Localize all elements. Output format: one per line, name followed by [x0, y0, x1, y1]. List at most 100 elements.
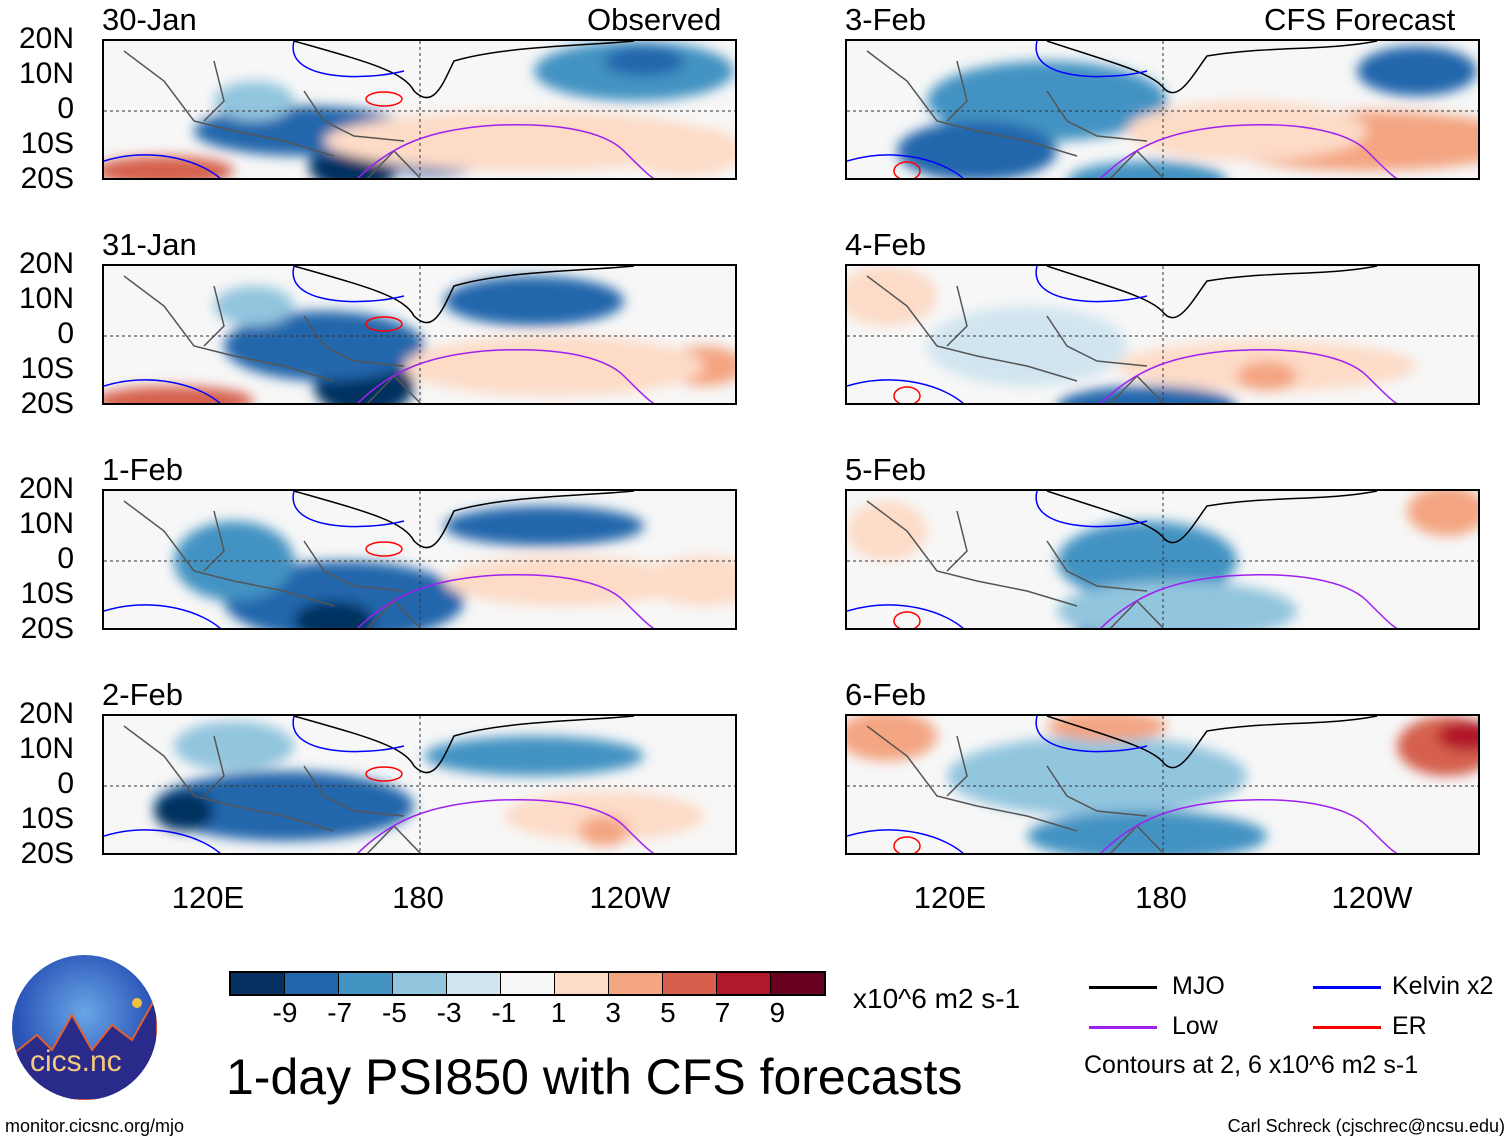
- lat-label: 10S: [20, 802, 74, 835]
- lat-label: 0: [57, 92, 74, 125]
- colorbar-swatch: [285, 973, 339, 994]
- coastline: [123, 275, 422, 403]
- panel-date: 3-Feb: [845, 2, 926, 37]
- legend-mjo-line: [1089, 986, 1157, 989]
- kelvin-contour: [847, 829, 964, 853]
- cfs-forecast-label: CFS Forecast: [1264, 2, 1456, 37]
- psi-anomaly-region: [847, 501, 927, 561]
- colorbar-units: x10^6 m2 s-1: [853, 983, 1021, 1014]
- psi-anomaly-region: [214, 81, 294, 121]
- colorbar-tick-label: -5: [381, 997, 407, 1028]
- er-contour: [365, 541, 403, 557]
- colorbar-swatch: [339, 973, 393, 994]
- psi-anomaly-region: [1047, 716, 1167, 741]
- colorbar-tick-label: -7: [327, 997, 353, 1028]
- footer-url-link[interactable]: monitor.cicsnc.org/mjo: [5, 1116, 185, 1136]
- kelvin-contour: [1035, 491, 1148, 528]
- er-contour: [893, 386, 921, 403]
- psi-anomaly-region: [404, 336, 704, 396]
- legend-kelvin: Kelvin x2: [1392, 972, 1494, 1000]
- psi-anomaly-region: [927, 61, 1167, 141]
- kelvin-contour: [292, 41, 405, 78]
- kelvin-contour: [292, 491, 405, 528]
- psi-anomaly-region: [104, 156, 234, 178]
- psi-anomaly-region: [947, 736, 1247, 816]
- map-panel: [102, 264, 737, 405]
- psi-anomaly-region: [1437, 721, 1478, 751]
- map-panel: [102, 39, 737, 180]
- lon-label: 120E: [913, 880, 987, 915]
- kelvin-contour: [1035, 716, 1148, 753]
- colorbar-tick-label: 1: [550, 997, 567, 1028]
- lat-label: 10N: [18, 282, 74, 315]
- colorbar-swatch: [609, 973, 663, 994]
- legend-low-line: [1089, 1026, 1157, 1029]
- cics-logo: cics.nc: [12, 955, 157, 1100]
- psi-anomaly-region: [1407, 491, 1478, 536]
- mjo-contour: [293, 491, 635, 549]
- lat-label: 0: [57, 767, 74, 800]
- low-contour: [1100, 798, 1398, 853]
- lat-label: 20N: [18, 697, 74, 730]
- map-panel: [102, 714, 737, 855]
- panel-date: 2-Feb: [102, 677, 183, 712]
- lon-label: 120W: [1331, 880, 1413, 915]
- lat-label: 20N: [18, 472, 74, 505]
- kelvin-contour: [847, 379, 964, 403]
- er-contour: [893, 161, 921, 178]
- colorbar-swatch: [231, 973, 285, 994]
- panel-date: 4-Feb: [845, 227, 926, 262]
- contour-note: Contours at 2, 6 x10^6 m2 s-1: [1084, 1051, 1419, 1079]
- psi-anomaly-region: [174, 721, 294, 771]
- colorbar-swatch: [447, 973, 501, 994]
- colorbar-tick-label: 5: [660, 997, 676, 1028]
- coastline: [866, 500, 1165, 628]
- psi-anomaly-region: [847, 266, 937, 326]
- kelvin-contour: [104, 829, 221, 853]
- er-contour: [365, 766, 403, 782]
- coastline: [123, 500, 422, 628]
- psi-anomaly-region: [579, 816, 629, 846]
- colorbar-swatch: [717, 973, 771, 994]
- psi-anomaly-region: [214, 286, 294, 326]
- kelvin-contour: [104, 154, 221, 178]
- kelvin-contour: [292, 266, 405, 303]
- mjo-contour: [1046, 41, 1378, 94]
- mjo-contour: [293, 266, 635, 324]
- psi-anomaly-region: [174, 521, 294, 601]
- psi-anomaly-region: [927, 306, 1127, 386]
- low-contour: [357, 123, 655, 178]
- kelvin-contour: [847, 604, 964, 628]
- logo-text: cics.nc: [30, 1045, 122, 1078]
- footer-author: Carl Schreck (cjschrec@ncsu.edu): [1227, 1116, 1505, 1136]
- mjo-contour: [1046, 716, 1378, 769]
- low-contour: [1100, 348, 1398, 403]
- kelvin-contour: [1035, 41, 1148, 78]
- lat-label: 0: [57, 317, 74, 350]
- kelvin-contour: [104, 604, 221, 628]
- lon-label: 120W: [589, 880, 671, 915]
- lat-label: 20S: [20, 837, 74, 870]
- lat-label: 10S: [20, 352, 74, 385]
- kelvin-contour: [1035, 266, 1148, 303]
- lat-label: 20S: [20, 387, 74, 420]
- legend-low: Low: [1172, 1012, 1218, 1040]
- er-contour: [365, 91, 403, 107]
- mjo-contour: [293, 41, 635, 99]
- lat-label: 10N: [18, 507, 74, 540]
- psi-anomaly-region: [424, 736, 644, 776]
- map-panel: [845, 39, 1480, 180]
- er-contour: [365, 316, 403, 332]
- lat-label: 10N: [18, 57, 74, 90]
- psi-anomaly-region: [154, 771, 414, 841]
- psi-anomaly-region: [1057, 581, 1297, 628]
- legend-mjo: MJO: [1172, 972, 1225, 1000]
- mjo-contour: [1046, 491, 1378, 544]
- low-contour: [1100, 573, 1398, 628]
- psi-anomaly-region: [104, 386, 254, 403]
- lat-label: 10N: [18, 732, 74, 765]
- coastline: [866, 725, 1165, 853]
- coastline: [123, 50, 422, 178]
- low-contour: [357, 348, 655, 403]
- er-contour: [893, 611, 921, 628]
